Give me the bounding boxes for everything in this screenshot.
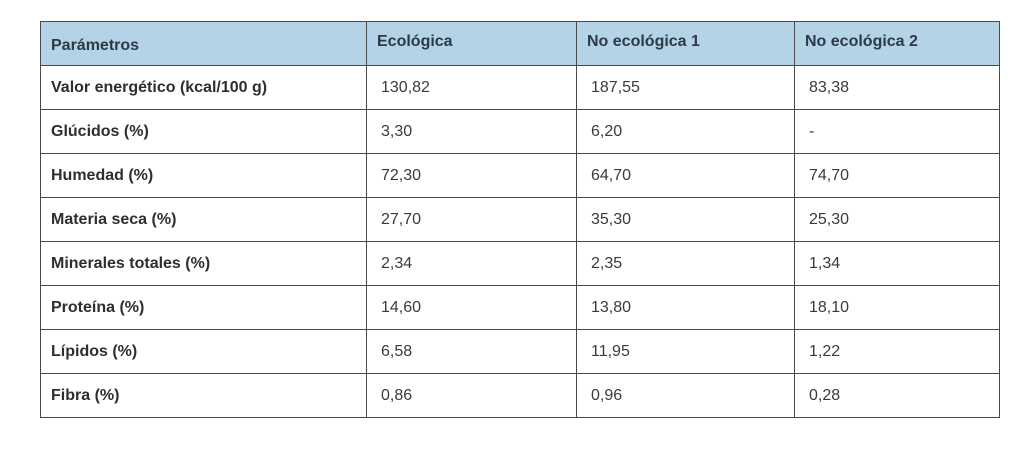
table-row: Minerales totales (%) 2,34 2,35 1,34 xyxy=(40,241,1000,286)
row-label: Proteína (%) xyxy=(40,285,367,330)
row-label: Lípidos (%) xyxy=(40,329,367,374)
header-no-ecologica-2: No ecológica 2 xyxy=(794,21,1000,66)
cell-value: 27,70 xyxy=(366,197,577,242)
table-row: Lípidos (%) 6,58 11,95 1,22 xyxy=(40,329,1000,374)
table-row: Valor energético (kcal/100 g) 130,82 187… xyxy=(40,65,1000,110)
cell-value: 6,58 xyxy=(366,329,577,374)
table-row: Proteína (%) 14,60 13,80 18,10 xyxy=(40,285,1000,330)
cell-value: 187,55 xyxy=(576,65,795,110)
cell-value: 74,70 xyxy=(794,153,1000,198)
cell-value: 130,82 xyxy=(366,65,577,110)
cell-value: 6,20 xyxy=(576,109,795,154)
header-ecologica: Ecológica xyxy=(366,21,577,66)
nutrition-table-container: Parámetros Ecológica No ecológica 1 No e… xyxy=(40,21,1000,418)
cell-value: 13,80 xyxy=(576,285,795,330)
cell-value: 64,70 xyxy=(576,153,795,198)
cell-value: 0,28 xyxy=(794,373,1000,418)
cell-value: 18,10 xyxy=(794,285,1000,330)
row-label: Minerales totales (%) xyxy=(40,241,367,286)
header-no-ecologica-1: No ecológica 1 xyxy=(576,21,795,66)
cell-value: 14,60 xyxy=(366,285,577,330)
table-body: Valor energético (kcal/100 g) 130,82 187… xyxy=(40,65,1000,418)
cell-value: 35,30 xyxy=(576,197,795,242)
row-label: Humedad (%) xyxy=(40,153,367,198)
cell-value: 3,30 xyxy=(366,109,577,154)
cell-value: 72,30 xyxy=(366,153,577,198)
cell-value: 11,95 xyxy=(576,329,795,374)
nutrition-comparison-table: Parámetros Ecológica No ecológica 1 No e… xyxy=(40,21,1000,418)
table-row: Humedad (%) 72,30 64,70 74,70 xyxy=(40,153,1000,198)
cell-value: 1,34 xyxy=(794,241,1000,286)
table-row: Fibra (%) 0,86 0,96 0,28 xyxy=(40,373,1000,418)
cell-value: 0,86 xyxy=(366,373,577,418)
row-label: Materia seca (%) xyxy=(40,197,367,242)
table-row: Materia seca (%) 27,70 35,30 25,30 xyxy=(40,197,1000,242)
row-label: Glúcidos (%) xyxy=(40,109,367,154)
cell-value: 0,96 xyxy=(576,373,795,418)
cell-value: - xyxy=(794,109,1000,154)
row-label: Valor energético (kcal/100 g) xyxy=(40,65,367,110)
cell-value: 1,22 xyxy=(794,329,1000,374)
header-row: Parámetros Ecológica No ecológica 1 No e… xyxy=(40,21,1000,66)
table-row: Glúcidos (%) 3,30 6,20 - xyxy=(40,109,1000,154)
cell-value: 2,34 xyxy=(366,241,577,286)
cell-value: 2,35 xyxy=(576,241,795,286)
row-label: Fibra (%) xyxy=(40,373,367,418)
cell-value: 83,38 xyxy=(794,65,1000,110)
table-header: Parámetros Ecológica No ecológica 1 No e… xyxy=(40,21,1000,66)
cell-value: 25,30 xyxy=(794,197,1000,242)
header-parametros: Parámetros xyxy=(40,21,367,66)
